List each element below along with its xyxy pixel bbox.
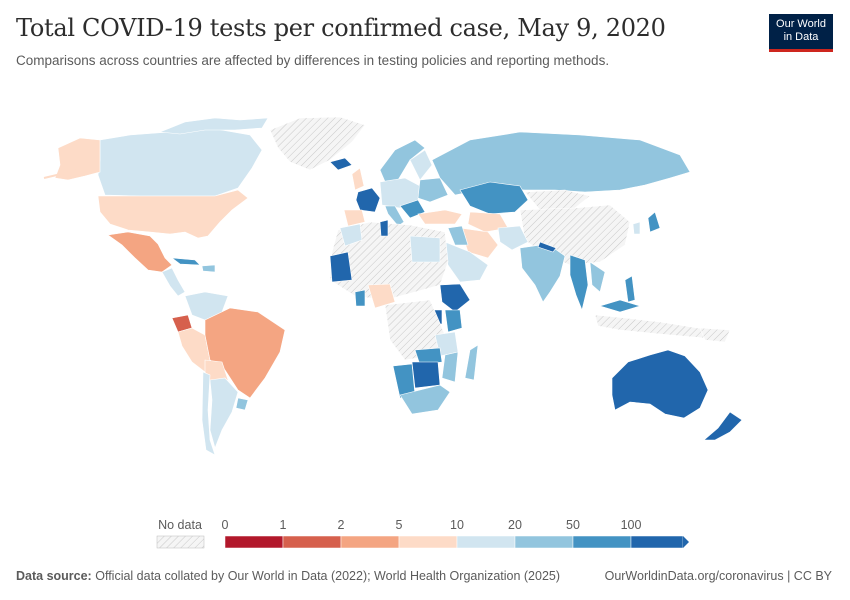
country-italy[interactable] bbox=[384, 205, 405, 227]
country-finland[interactable] bbox=[409, 149, 433, 181]
country-canada[interactable] bbox=[97, 127, 263, 197]
country-new-zealand[interactable] bbox=[703, 411, 743, 441]
country-south-africa[interactable] bbox=[399, 384, 451, 415]
country-mongolia[interactable] bbox=[524, 189, 591, 211]
source-label: Data source: bbox=[16, 569, 92, 583]
legend-tick-0: 0 bbox=[222, 518, 229, 532]
country-morocco[interactable] bbox=[339, 223, 363, 247]
country-india[interactable] bbox=[519, 243, 566, 303]
country-saudi-arabia[interactable] bbox=[439, 239, 489, 283]
legend-tick-7: 100 bbox=[621, 518, 642, 532]
aleutian-islands bbox=[43, 169, 79, 179]
country-united-kingdom[interactable] bbox=[351, 167, 365, 191]
country-philippines[interactable] bbox=[624, 275, 636, 303]
country-japan[interactable] bbox=[647, 211, 661, 233]
country-uruguay[interactable] bbox=[235, 397, 249, 411]
country-south-korea[interactable] bbox=[632, 221, 641, 235]
country-papua-new-guinea[interactable] bbox=[699, 327, 731, 343]
country-australia[interactable] bbox=[611, 349, 709, 419]
country-cuba[interactable] bbox=[170, 257, 201, 266]
region-balkans[interactable] bbox=[399, 199, 426, 219]
footer-source: Data source: Official data collated by O… bbox=[16, 569, 560, 583]
source-text: Official data collated by Our World in D… bbox=[95, 569, 561, 583]
country-iran[interactable] bbox=[459, 227, 499, 259]
country-alaska[interactable] bbox=[54, 137, 101, 181]
country-brazil[interactable] bbox=[204, 307, 286, 399]
legend-arrow bbox=[683, 536, 689, 548]
country-malaysia[interactable] bbox=[598, 299, 642, 313]
country-spain[interactable] bbox=[343, 209, 366, 227]
legend: No data 0 1 2 5 10 20 50 100 bbox=[156, 518, 689, 549]
country-botswana[interactable] bbox=[411, 361, 441, 389]
legend-no-data-label: No data bbox=[158, 518, 202, 532]
country-canada-islands[interactable] bbox=[159, 117, 269, 135]
legend-tick-4: 10 bbox=[450, 518, 464, 532]
country-hispaniola[interactable] bbox=[201, 264, 216, 273]
country-madagascar[interactable] bbox=[464, 344, 479, 381]
country-mauritania[interactable] bbox=[329, 251, 353, 283]
chart-subtitle: Comparisons across countries are affecte… bbox=[16, 53, 610, 68]
footer-link[interactable]: OurWorldinData.org/coronavirus | CC BY bbox=[604, 569, 832, 583]
chart-title: Total COVID-19 tests per confirmed case,… bbox=[16, 14, 666, 42]
legend-swatch-2[interactable] bbox=[340, 535, 400, 549]
country-indonesia[interactable] bbox=[594, 314, 711, 339]
country-myanmar[interactable] bbox=[569, 254, 589, 311]
country-ethiopia[interactable] bbox=[439, 283, 471, 313]
country-nepal[interactable] bbox=[537, 241, 557, 253]
country-united-states[interactable] bbox=[97, 189, 249, 239]
legend-tick-1: 1 bbox=[280, 518, 287, 532]
country-egypt[interactable] bbox=[409, 235, 441, 263]
legend-swatch-7[interactable] bbox=[630, 535, 684, 549]
owid-logo[interactable]: Our World in Data bbox=[769, 14, 833, 52]
country-argentina[interactable] bbox=[209, 377, 239, 449]
logo-line-2: in Data bbox=[783, 31, 819, 43]
legend-tick-6: 50 bbox=[566, 518, 580, 532]
legend-swatch-3[interactable] bbox=[398, 535, 458, 549]
legend-tick-2: 2 bbox=[338, 518, 345, 532]
legend-swatch-0[interactable] bbox=[224, 535, 284, 549]
country-greenland[interactable] bbox=[269, 116, 366, 171]
country-iceland[interactable] bbox=[329, 157, 353, 171]
country-ghana[interactable] bbox=[354, 289, 366, 307]
country-zambia[interactable] bbox=[414, 347, 443, 366]
country-vietnam[interactable] bbox=[589, 261, 606, 293]
country-nigeria[interactable] bbox=[367, 283, 396, 309]
country-chile[interactable] bbox=[201, 371, 216, 456]
legend-swatch-6[interactable] bbox=[572, 535, 632, 549]
legend-swatch-1[interactable] bbox=[282, 535, 342, 549]
logo-line-1: Our World bbox=[776, 18, 826, 30]
country-iraq[interactable] bbox=[447, 225, 469, 246]
country-tunisia[interactable] bbox=[379, 219, 389, 237]
country-mexico[interactable] bbox=[107, 231, 173, 273]
legend-tick-3: 5 bbox=[396, 518, 403, 532]
legend-tick-5: 20 bbox=[508, 518, 522, 532]
country-kenya[interactable] bbox=[444, 309, 463, 333]
legend-swatch-4[interactable] bbox=[456, 535, 516, 549]
country-russia[interactable] bbox=[431, 131, 691, 196]
legend-no-data-swatch[interactable] bbox=[156, 535, 205, 549]
region-central-asia[interactable] bbox=[467, 211, 509, 233]
country-belarus-ukraine[interactable] bbox=[417, 177, 449, 203]
country-france[interactable] bbox=[355, 187, 381, 213]
country-afghanistan[interactable] bbox=[497, 225, 529, 251]
country-turkey[interactable] bbox=[417, 209, 463, 225]
country-mozambique[interactable] bbox=[441, 351, 459, 383]
country-central-america[interactable] bbox=[161, 267, 186, 297]
legend-swatch-5[interactable] bbox=[514, 535, 574, 549]
country-kazakhstan[interactable] bbox=[459, 181, 529, 215]
